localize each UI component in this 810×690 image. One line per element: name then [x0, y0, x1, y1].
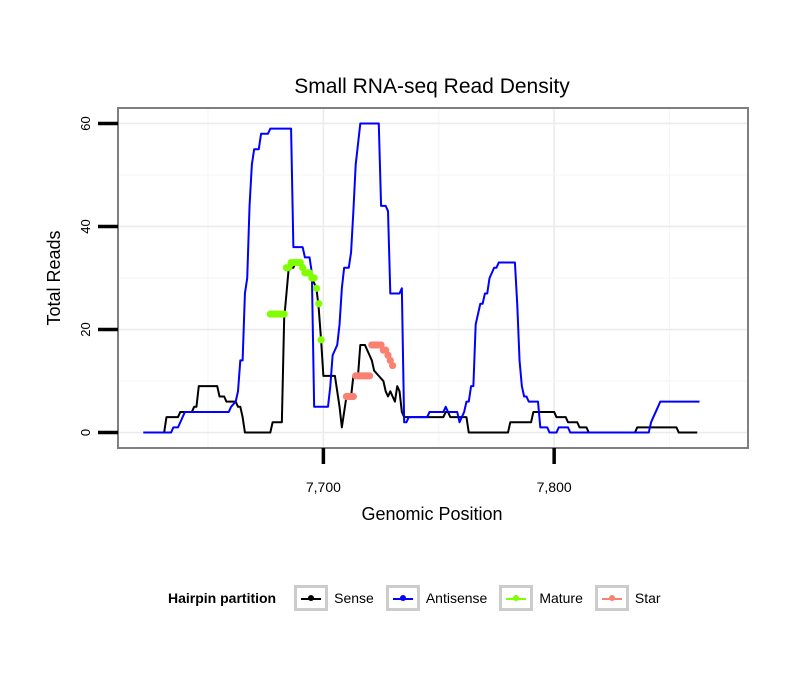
legend-label-mature: Mature [539, 590, 583, 606]
series-layer [143, 122, 700, 434]
legend-label-star: Star [634, 590, 661, 606]
grid-lines [119, 109, 747, 447]
legend-label-antisense: Antisense [425, 590, 488, 606]
x-tick-label: 7,700 [306, 479, 341, 495]
y-axis-label: Total Reads [44, 230, 64, 325]
data-point-mature [312, 284, 321, 292]
data-point-star [365, 372, 374, 380]
legend-item-antisense: Antisense [385, 585, 493, 611]
data-point-mature [310, 274, 318, 282]
series-line-antisense [143, 122, 700, 434]
y-tick-label: 20 [78, 322, 93, 336]
data-point-star [389, 361, 397, 370]
legend-key-antisense-icon [385, 585, 420, 611]
legend: Hairpin partition Sense Antisense Mature… [168, 584, 673, 612]
legend-title: Hairpin partition [168, 590, 277, 606]
axes: 7,700 7,800 0 20 40 60 [78, 116, 572, 495]
x-tick-label: 7,800 [537, 479, 572, 495]
data-point-star [349, 392, 357, 401]
y-tick-label: 0 [78, 429, 93, 436]
data-point-mature [280, 310, 288, 318]
legend-label-sense: Sense [334, 590, 374, 606]
chart-title: Small RNA-seq Read Density [294, 75, 570, 98]
data-point-mature [317, 336, 325, 344]
legend-item-sense: Sense [294, 585, 380, 611]
legend-item-mature: Mature [499, 585, 589, 611]
legend-key-sense-icon [294, 585, 329, 611]
legend-item-star: Star [594, 585, 667, 611]
legend-key-star-icon [594, 585, 629, 611]
x-axis-label: Genomic Position [361, 504, 502, 524]
data-point-mature [315, 300, 323, 308]
legend-key-mature-icon [499, 585, 534, 611]
y-tick-label: 60 [78, 116, 93, 130]
y-tick-label: 40 [78, 219, 93, 233]
